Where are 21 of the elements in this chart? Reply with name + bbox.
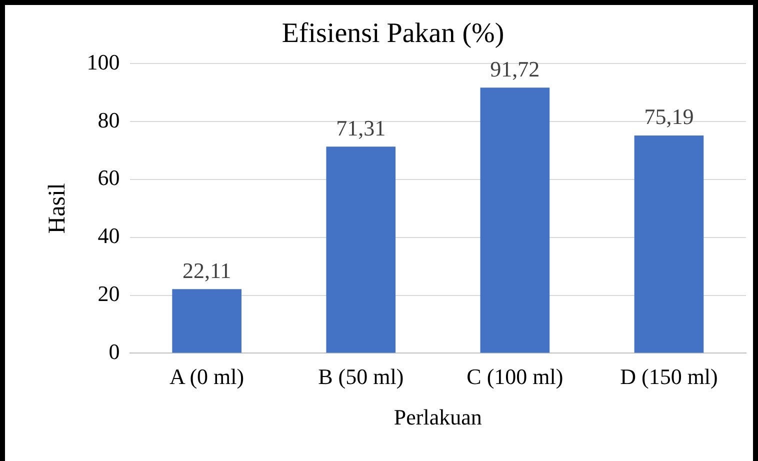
y-tick-label: 20 <box>98 281 120 306</box>
x-axis-title: Perlakuan <box>394 404 482 430</box>
y-tick-label: 60 <box>98 165 120 190</box>
x-tick-label: A (0 ml) <box>170 364 244 390</box>
y-tick-label: 40 <box>98 223 120 248</box>
y-tick-label: 100 <box>86 49 120 74</box>
bar <box>480 88 550 353</box>
bar <box>634 135 704 353</box>
data-label: 22,11 <box>182 258 232 283</box>
x-tick-label: C (100 ml) <box>466 364 564 390</box>
data-label: 75,19 <box>644 104 694 130</box>
data-label: 71,31 <box>336 115 386 140</box>
y-tick-label: 0 <box>108 338 120 364</box>
y-tick-label: 80 <box>98 107 120 132</box>
y-axis-title: Hasil <box>44 182 71 234</box>
bar <box>326 146 396 353</box>
x-tick-label: B (50 ml) <box>318 364 404 390</box>
x-tick-label: D (150 ml) <box>620 364 718 390</box>
chart-title: Efisiensi Pakan (%) <box>282 18 504 50</box>
data-label: 91,72 <box>490 56 540 82</box>
bar <box>172 289 242 353</box>
